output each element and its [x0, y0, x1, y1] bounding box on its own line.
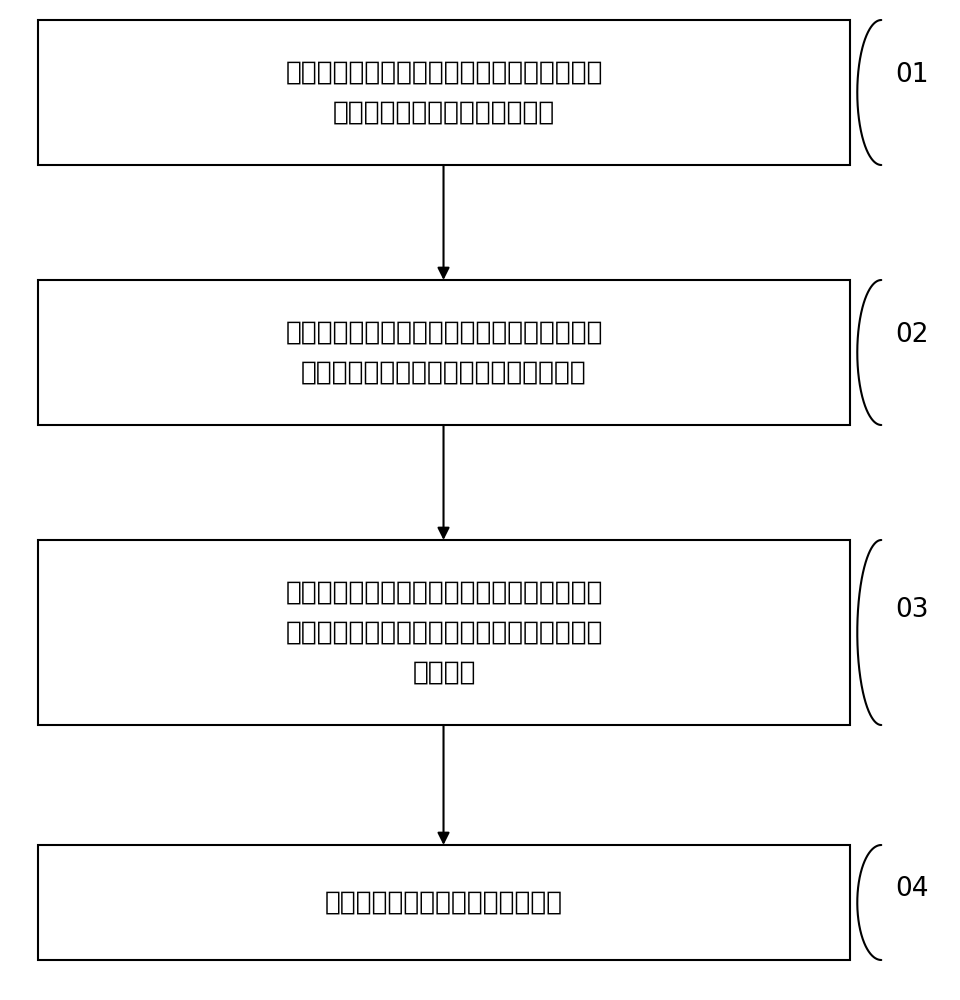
Bar [38, 845, 850, 960]
Text: 04: 04 [896, 876, 928, 902]
Text: 02: 02 [896, 322, 928, 348]
Bar [38, 280, 850, 425]
Text: 01: 01 [896, 62, 928, 88]
Text: 伺服阀驱动所述垂荡液压缸动作。: 伺服阀驱动所述垂荡液压缸动作。 [324, 890, 564, 916]
Text: 根据检测到的所述活塞杆伸缩位置的行程对每
个所述液压位置伺服链路的压差传感器进行压
差补偿；: 根据检测到的所述活塞杆伸缩位置的行程对每 个所述液压位置伺服链路的压差传感器进行… [285, 579, 603, 686]
Text: 03: 03 [896, 597, 928, 623]
Text: 检测每个所述液压位置伺服链路的所述垂荡液
压缸的有杆腔及无杆腔的压力及其差值；: 检测每个所述液压位置伺服链路的所述垂荡液 压缸的有杆腔及无杆腔的压力及其差值； [285, 320, 603, 385]
Bar [38, 20, 850, 165]
Text: 检测每个所述液压位置伺服链路的所述垂荡液
压缸的活塞杆伸缩位置的行程；: 检测每个所述液压位置伺服链路的所述垂荡液 压缸的活塞杆伸缩位置的行程； [285, 60, 603, 125]
Bar [38, 540, 850, 725]
